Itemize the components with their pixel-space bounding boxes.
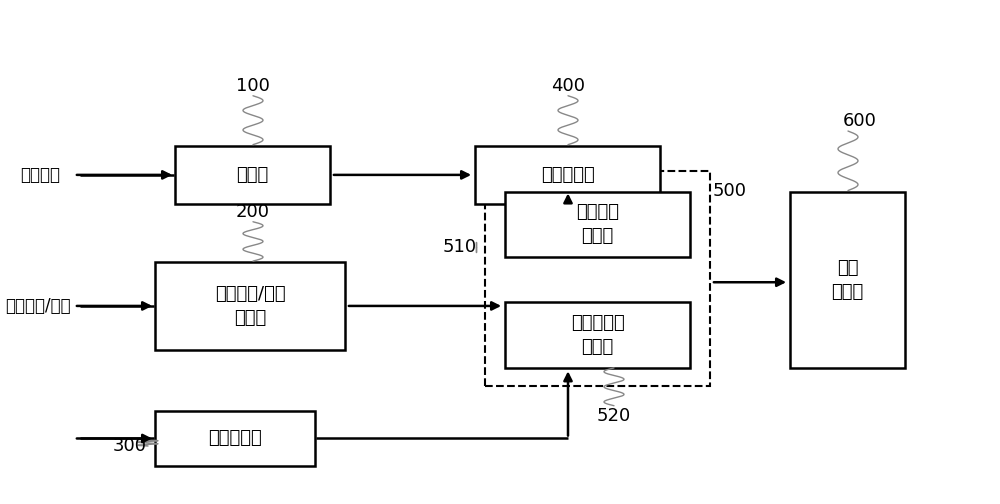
Text: 300: 300 — [113, 437, 147, 455]
Text: 200: 200 — [236, 203, 270, 221]
Text: 100: 100 — [236, 77, 270, 95]
Bar — [155, 411, 315, 466]
Bar — [485, 171, 710, 386]
Bar — [505, 302, 690, 368]
Text: 510: 510 — [443, 238, 477, 256]
Text: 相对距离/速度
输入部: 相对距离/速度 输入部 — [215, 285, 285, 327]
Text: 目标车距
计算部: 目标车距 计算部 — [576, 204, 619, 245]
Text: 车辆
控制部: 车辆 控制部 — [831, 259, 864, 300]
Text: 500: 500 — [713, 181, 747, 200]
Text: 600: 600 — [843, 112, 877, 130]
Bar — [475, 146, 660, 204]
Bar — [790, 192, 905, 368]
Text: 路面信息: 路面信息 — [20, 166, 60, 184]
Text: 常数变更部: 常数变更部 — [541, 166, 594, 184]
Text: 相对距离/速度: 相对距离/速度 — [5, 297, 71, 315]
Text: 通信部: 通信部 — [236, 166, 269, 184]
Text: 目标加速度
计算部: 目标加速度 计算部 — [571, 314, 624, 356]
Bar — [175, 146, 330, 204]
Text: 400: 400 — [551, 77, 585, 95]
Text: 520: 520 — [597, 407, 631, 425]
Bar — [155, 262, 345, 350]
Bar — [505, 192, 690, 257]
Text: 车速检测部: 车速检测部 — [208, 429, 262, 448]
